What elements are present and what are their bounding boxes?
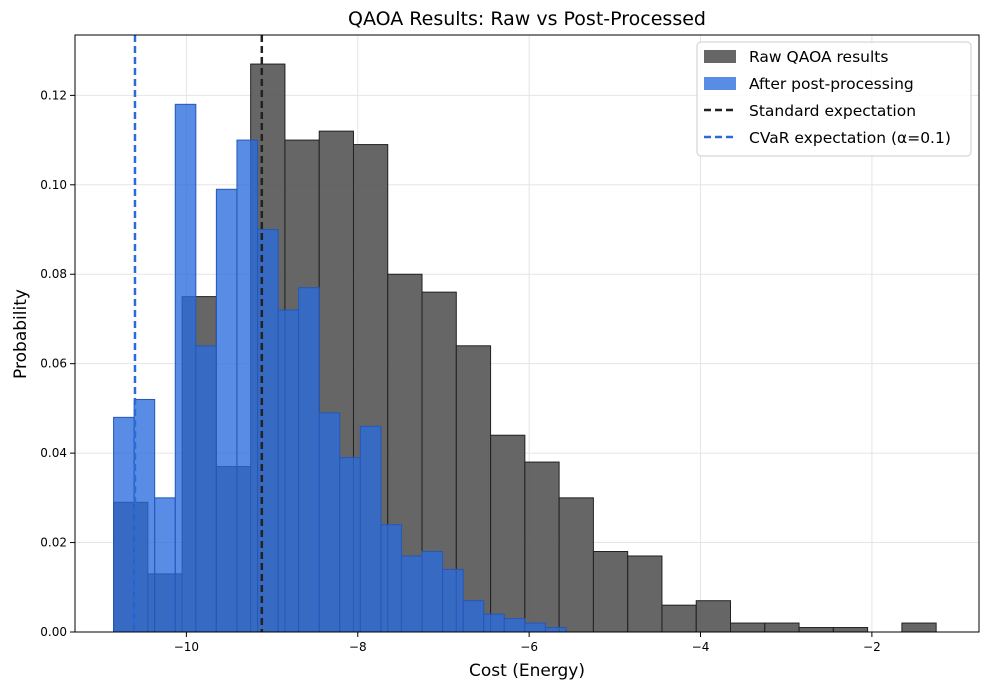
x-tick-label: −10 xyxy=(174,640,199,654)
chart-title: QAOA Results: Raw vs Post-Processed xyxy=(348,8,706,30)
histogram-bar xyxy=(524,622,546,632)
legend-post-swatch xyxy=(704,77,736,90)
histogram-bar xyxy=(798,627,834,632)
histogram-bar xyxy=(298,287,320,632)
histogram-bar xyxy=(236,139,259,632)
y-axis-ticks: 0.00 0.02 0.04 0.06 0.08 0.10 0.12 xyxy=(40,88,75,639)
y-tick-label: 0.10 xyxy=(40,178,67,192)
y-axis-label: Probability xyxy=(11,289,31,379)
histogram-bar xyxy=(174,103,197,632)
y-tick-label: 0.04 xyxy=(40,446,67,460)
y-tick-label: 0.06 xyxy=(40,357,67,371)
histogram-bar xyxy=(661,604,697,632)
legend-raw-label: Raw QAOA results xyxy=(749,48,888,66)
histogram-bar xyxy=(558,497,594,632)
y-tick-label: 0.00 xyxy=(40,625,67,639)
histogram-bar xyxy=(544,627,567,632)
histogram-bar xyxy=(380,524,402,632)
histogram-bar xyxy=(277,309,300,632)
x-tick-label: −8 xyxy=(349,640,367,654)
histogram-bar xyxy=(421,551,444,632)
post-processed-histogram xyxy=(113,103,567,632)
x-axis-ticks: −10 −8 −6 −4 −2 xyxy=(174,632,881,654)
histogram-bar xyxy=(442,568,464,632)
expectation-lines xyxy=(133,35,264,632)
legend-post-label: After post-processing xyxy=(749,75,914,93)
legend-standard-label: Standard expectation xyxy=(749,102,916,120)
histogram-bar xyxy=(592,551,629,632)
histogram-bar xyxy=(695,600,732,632)
legend-box xyxy=(696,41,972,157)
x-axis-label: Cost (Energy) xyxy=(469,661,585,681)
histogram-bar xyxy=(359,425,382,632)
histogram-bar xyxy=(490,434,526,632)
histogram-bar xyxy=(627,555,663,632)
histogram-bar xyxy=(901,622,937,632)
histogram-bar xyxy=(832,627,869,632)
y-tick-label: 0.12 xyxy=(40,88,67,102)
legend-cvar-label: CVaR expectation (α=0.1) xyxy=(749,129,951,147)
x-tick-label: −6 xyxy=(520,640,538,654)
histogram-bar xyxy=(133,398,156,632)
histogram-bar xyxy=(400,555,423,632)
x-tick-label: −2 xyxy=(863,640,881,654)
histogram-bar xyxy=(503,618,526,632)
histogram-bar xyxy=(318,412,341,632)
plot-frame xyxy=(74,34,980,633)
y-tick-label: 0.02 xyxy=(40,536,67,550)
histogram-bar xyxy=(730,622,766,632)
histogram-bar xyxy=(339,457,361,632)
legend-raw-swatch xyxy=(704,50,736,63)
histogram-bar xyxy=(215,188,238,632)
histogram-bar xyxy=(462,600,485,632)
histogram-bar xyxy=(524,461,560,632)
y-tick-label: 0.08 xyxy=(40,267,67,281)
histogram-bar xyxy=(483,613,505,632)
histogram-bar xyxy=(113,416,135,632)
histogram-bar xyxy=(195,345,217,632)
x-tick-label: −4 xyxy=(692,640,710,654)
legend: Raw QAOA results After post-processing S… xyxy=(696,41,972,157)
histogram-bar xyxy=(154,497,176,632)
histogram-bar xyxy=(764,622,800,632)
